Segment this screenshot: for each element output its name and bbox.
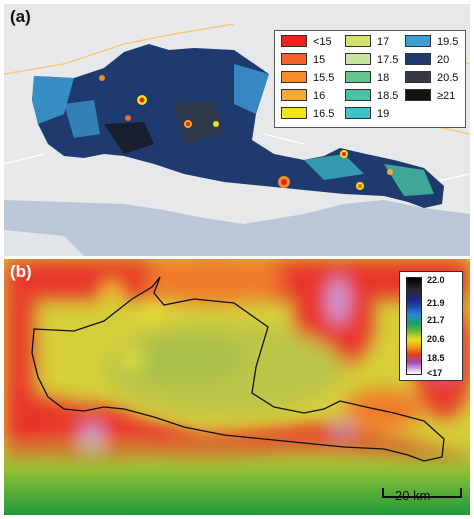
legend-label: 18.5: [377, 90, 399, 102]
legend-swatch: [281, 71, 307, 83]
legend-label: 17: [377, 36, 390, 48]
colorbar-tick: 20.6: [427, 334, 445, 344]
legend-label: 20.5: [437, 72, 459, 84]
legend-swatch: [405, 89, 431, 101]
legend-label: 20: [437, 54, 450, 66]
legend-swatch: [345, 71, 371, 83]
colorbar-tick: 21.7: [427, 315, 445, 325]
legend-swatch: [405, 53, 431, 65]
colorbar-tick: 21.9: [427, 298, 445, 308]
legend-label: 19: [377, 108, 390, 120]
legend-swatch: [281, 35, 307, 47]
study-area-outline-b: [31, 276, 445, 462]
colorbar-tick: 18.5: [427, 353, 445, 363]
legend-swatch: [281, 107, 307, 119]
colorbar-tick: <17: [427, 368, 443, 378]
legend-label: ≥21: [437, 90, 456, 102]
legend-label: 16.5: [313, 108, 335, 120]
legend-swatch: [405, 35, 431, 47]
legend-label: 19.5: [437, 36, 459, 48]
legend-label: 15.5: [313, 72, 335, 84]
legend-label: 15: [313, 54, 326, 66]
scale-bar-label: 20 km: [395, 488, 431, 503]
colorbar: [406, 277, 422, 375]
panel-label-b: (b): [10, 262, 32, 281]
legend-a: <15 15 15.5 16 16.5 17 17.5 18 18.5 19 1…: [274, 30, 466, 128]
legend-swatch: [405, 71, 431, 83]
colorbar-tick: 22.0: [427, 275, 445, 285]
map-panel-a: (a) <15 15 15.5 16 16.5 17 17.5 18 18.5 …: [4, 4, 470, 256]
scale-bar: [382, 488, 462, 498]
colorbar-legend-b: 22.0 21.9 21.7 20.6 18.5 <17: [399, 271, 463, 381]
legend-label: 18: [377, 72, 390, 84]
legend-label: <15: [313, 36, 332, 48]
panel-label-a: (a): [10, 7, 31, 26]
legend-swatch: [345, 53, 371, 65]
legend-label: 16: [313, 90, 326, 102]
legend-swatch: [281, 53, 307, 65]
legend-swatch: [345, 35, 371, 47]
map-panel-b: (b) 22.0 21.9 21.7 20.6 18.5 <17 20 km: [4, 259, 470, 515]
legend-swatch: [345, 107, 371, 119]
legend-label: 17.5: [377, 54, 399, 66]
legend-swatch: [281, 89, 307, 101]
legend-swatch: [345, 89, 371, 101]
